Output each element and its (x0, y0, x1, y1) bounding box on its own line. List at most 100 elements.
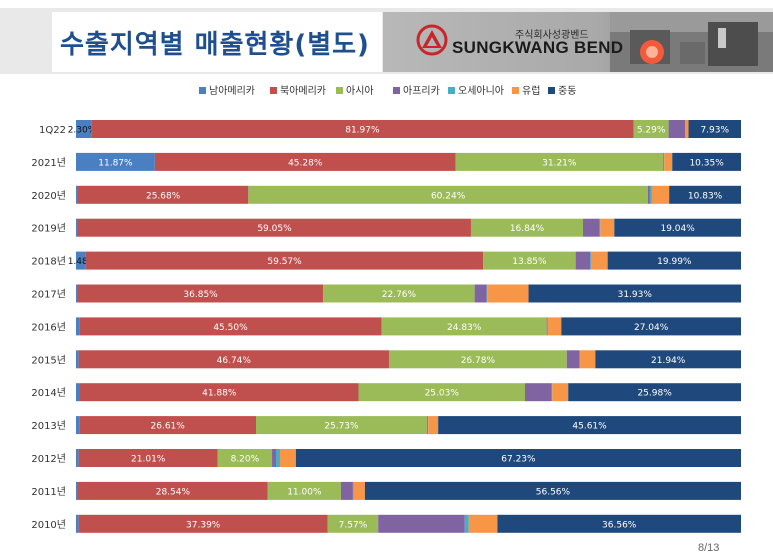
logo-subtitle: 주식회사성광벤드 (515, 30, 589, 41)
data-label: 36.56% (602, 520, 637, 530)
bar-segment (79, 317, 382, 336)
legend-item: 중동 (548, 85, 576, 99)
data-label: 45.61% (572, 422, 607, 432)
data-label: 25.73% (324, 422, 359, 432)
data-label: 2.30% (68, 126, 97, 136)
data-label: 59.57% (267, 257, 302, 267)
sungkwang-logo-icon (416, 24, 448, 56)
data-label: 27.04% (634, 323, 669, 333)
data-label: 45.50% (213, 323, 248, 333)
category-label: 2016년 (31, 321, 66, 333)
legend-swatch (270, 86, 277, 94)
bar-segment (568, 383, 741, 402)
bar-segment (78, 284, 324, 303)
bar-segment (248, 185, 648, 204)
bar-segment (669, 185, 741, 204)
category-label: 2013년 (31, 420, 66, 432)
bar-segment (217, 449, 273, 467)
data-label: 19.99% (657, 257, 692, 267)
data-label: 1.48% (68, 257, 97, 267)
data-label: 67.23% (501, 455, 536, 465)
bar-segment (276, 449, 280, 467)
bar-segment (486, 284, 488, 303)
bar-segment (600, 218, 615, 237)
bar-segment (528, 284, 741, 303)
page-title: 수출지역별 매출현황(별도) (60, 30, 370, 60)
data-label: 10.83% (688, 191, 723, 201)
bar-segment (78, 514, 328, 533)
legend-item: 아프리카 (393, 85, 440, 99)
data-label: 36.85% (183, 290, 218, 300)
bar-segment (426, 416, 428, 435)
bar-segment (428, 416, 439, 435)
bar-segment (474, 284, 487, 303)
data-label: 59.05% (257, 224, 292, 234)
legend-item: 아시아 (336, 85, 374, 99)
legend-swatch (448, 86, 455, 94)
bar-segment (353, 481, 365, 500)
bar-segment (267, 481, 341, 500)
legend-label: 유럽 (522, 86, 541, 97)
bar-segment (561, 317, 741, 336)
data-label: 31.21% (542, 158, 577, 168)
data-label: 45.28% (288, 158, 323, 168)
legend-label: 오세아니아 (458, 86, 504, 97)
data-label: 21.01% (131, 455, 166, 465)
bar-segment (649, 185, 652, 204)
data-label: 26.78% (461, 356, 496, 366)
legend-swatch (336, 86, 343, 94)
bar-segment (546, 317, 548, 336)
data-label: 11.00% (287, 487, 322, 497)
bar-segment (295, 449, 741, 467)
bar-segment (607, 251, 741, 270)
bar-segment (77, 185, 249, 204)
legend-label: 북아메리카 (280, 86, 326, 97)
category-label: 2014년 (31, 387, 66, 399)
bar-segment (76, 284, 78, 303)
bar-segment (327, 514, 379, 533)
title-box (52, 12, 382, 72)
bar-segment (78, 481, 268, 500)
bar-segment (664, 152, 673, 171)
category-label: 2019년 (31, 223, 66, 235)
bar-segment (76, 152, 155, 171)
bar-segment (524, 383, 552, 402)
bar-segment (547, 317, 549, 336)
bar-segment (580, 350, 596, 369)
bar-segment (76, 481, 78, 500)
category-label: 2010년 (31, 519, 66, 531)
bar-segment (566, 350, 580, 369)
data-label: 37.39% (186, 520, 221, 530)
bar-segment (487, 284, 529, 303)
bar-segment (78, 350, 389, 369)
bar-segment (352, 481, 354, 500)
legend-label: 남아메리카 (209, 86, 255, 97)
bar-segment (378, 514, 465, 533)
category-label: 2011년 (31, 486, 66, 498)
bar-segment (438, 416, 741, 435)
bar-segment (78, 218, 471, 237)
bar-segment (85, 251, 484, 270)
bar-segment (76, 449, 79, 467)
bar-segment (583, 218, 600, 237)
bar-segment (599, 218, 601, 237)
bar-segment (685, 120, 689, 138)
legend-item: 북아메리카 (270, 85, 326, 99)
bar-segment (548, 317, 562, 336)
bar-segment (590, 251, 591, 270)
data-label: 81.97% (345, 126, 380, 136)
stacked-bar-chart: 1Q22 2.30% 81.97% 5.29% 7.93% 2021년 11.87% 45.2… (31, 120, 741, 533)
bar-segment (688, 120, 741, 138)
data-label: 22.76% (382, 290, 417, 300)
bar-segment (76, 416, 80, 435)
data-label: 13.85% (512, 257, 547, 267)
category-label: 2015년 (31, 354, 66, 366)
data-label: 8.20% (231, 455, 260, 465)
bar-segment (668, 120, 686, 138)
legend-item: 남아메리카 (199, 85, 255, 99)
data-label: 25.98% (637, 389, 672, 399)
page-number: 8/13 (698, 542, 720, 554)
data-label: 56.56% (536, 487, 571, 497)
legend-item: 오세아니아 (448, 85, 504, 99)
legend-swatch (393, 86, 400, 94)
